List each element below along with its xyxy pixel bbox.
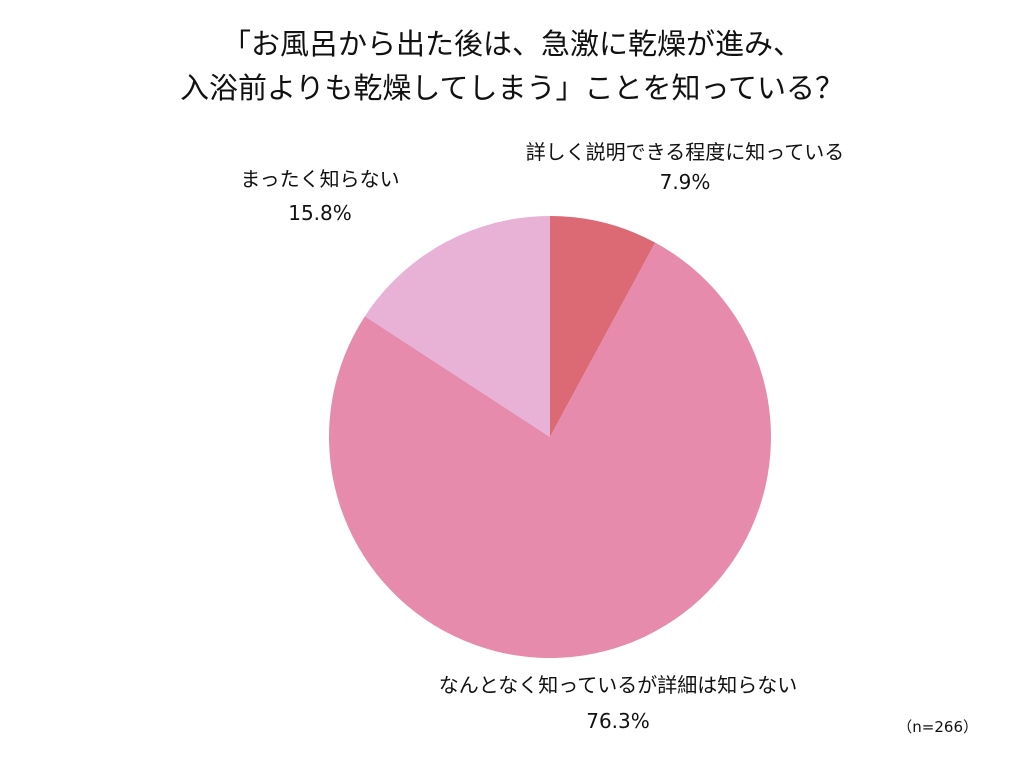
value-label: 15.8%	[288, 201, 352, 225]
pie-slice-1	[550, 216, 656, 437]
slice-label-detailed: 詳しく説明できる程度に知っている 7.9%	[500, 137, 870, 197]
category-label: 詳しく説明できる程度に知っている	[525, 140, 845, 164]
value-label: 7.9%	[659, 170, 711, 194]
pie-slice-3	[364, 216, 550, 437]
category-label: まったく知らない	[240, 167, 400, 191]
pie-slice-2	[329, 242, 771, 658]
category-label: なんとなく知っているが詳細は知らない	[438, 673, 798, 697]
title-line-1: 「お風呂から出た後は、急激に乾燥が進み、	[221, 27, 802, 61]
sample-size-note: （n=266）	[897, 718, 978, 736]
chart-title: 「お風呂から出た後は、急激に乾燥が進み、 入浴前よりも乾燥してしまう」ことを知っ…	[0, 22, 1024, 110]
value-label: 76.3%	[586, 709, 650, 733]
slice-label-none: まったく知らない 15.8%	[200, 164, 440, 228]
title-line-2: 入浴前よりも乾燥してしまう」ことを知っている？	[179, 71, 845, 105]
slice-label-vague: なんとなく知っているが詳細は知らない 76.3%	[380, 670, 856, 736]
